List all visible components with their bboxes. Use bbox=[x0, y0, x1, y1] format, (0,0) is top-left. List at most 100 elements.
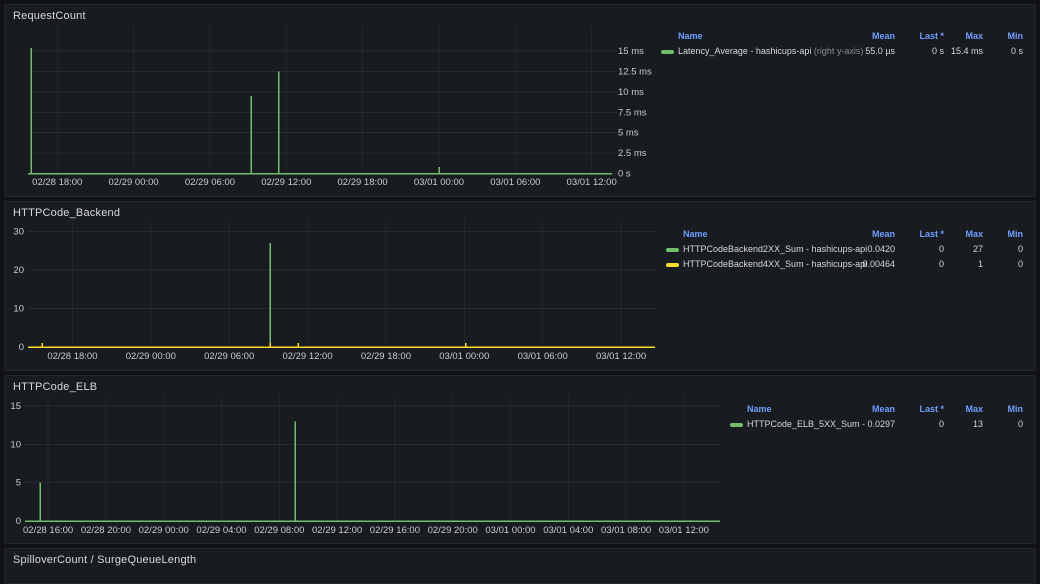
legend-value-max: 27 bbox=[972, 244, 983, 254]
panel-title[interactable]: HTTPCode_Backend bbox=[13, 207, 121, 219]
x-tick-label: 02/29 20:00 bbox=[428, 525, 478, 536]
legend-name-suffix: (right y-axis) bbox=[811, 46, 864, 56]
legend-header-row: Name Mean Last * Max Min bbox=[661, 29, 1023, 44]
series-line bbox=[25, 421, 720, 522]
x-tick-label: 02/29 18:00 bbox=[361, 351, 411, 362]
legend-value-last: 0 bbox=[938, 244, 944, 254]
x-tick-label: 02/29 06:00 bbox=[204, 351, 254, 362]
x-tick-label: 02/29 00:00 bbox=[139, 525, 189, 536]
series-line bbox=[28, 343, 655, 348]
series-color-icon bbox=[666, 262, 679, 267]
legend-value-mean: 55.0 µs bbox=[865, 46, 895, 56]
y-tick-label: 5 ms bbox=[618, 128, 639, 139]
series-line bbox=[28, 243, 655, 348]
panel-title[interactable]: RequestCount bbox=[13, 10, 86, 22]
x-tick-label: 03/01 00:00 bbox=[439, 351, 489, 362]
legend-series-row[interactable]: HTTPCode_ELB_5XX_Sum -0.0297 0 13 0 bbox=[730, 417, 1023, 432]
legend-value-mean: 0.0297 bbox=[867, 419, 895, 429]
legend-header-min: Min bbox=[1007, 31, 1024, 41]
panel-httpcode-elb: HTTPCode_ELB 0 5 10 15 02/28 16:00 02/28 20:0… bbox=[4, 375, 1036, 544]
x-tick-label: 03/01 00:00 bbox=[414, 177, 464, 188]
series-line bbox=[28, 47, 612, 175]
legend-header-name: Name bbox=[683, 229, 708, 239]
panel-title[interactable]: HTTPCode_ELB bbox=[13, 381, 98, 393]
x-tick-label: 02/28 20:00 bbox=[81, 525, 131, 536]
panel-title[interactable]: SpilloverCount / SurgeQueueLength bbox=[13, 554, 197, 566]
legend-value-min: 0 bbox=[1017, 244, 1023, 254]
httpcode-backend-legend: Name Mean Last * Max Min HTTPCodeBackend2XX_S… bbox=[666, 227, 1023, 272]
legend-series-row[interactable]: Latency_Average - hashicups-api (right y… bbox=[661, 44, 1023, 59]
x-tick-label: 02/29 12:00 bbox=[312, 525, 362, 536]
x-tick-label: 03/01 12:00 bbox=[596, 351, 646, 362]
legend-value-max: 1 bbox=[977, 259, 983, 269]
x-tick-label: 02/29 16:00 bbox=[370, 525, 420, 536]
x-tick-label: 02/29 18:00 bbox=[338, 177, 388, 188]
y-tick-label: 5 bbox=[16, 478, 21, 489]
legend-header-row: Name Mean Last * Max Min bbox=[666, 227, 1023, 242]
y-tick-label: 10 ms bbox=[618, 87, 644, 98]
legend-header-last: Last * bbox=[919, 229, 944, 239]
x-tick-label: 03/01 08:00 bbox=[601, 525, 651, 536]
x-tick-label: 02/28 18:00 bbox=[47, 351, 97, 362]
series-color-icon bbox=[666, 247, 679, 252]
legend-header-name: Name bbox=[747, 404, 772, 414]
legend-value-mean: 0.00464 bbox=[862, 259, 895, 269]
legend-value-min: 0 s bbox=[1010, 46, 1023, 56]
chart-canvas[interactable]: 0 s 2.5 ms 5 ms 7.5 ms 10 ms 12.5 ms 15 ms 02/2… bbox=[5, 5, 1035, 196]
legend-header-mean: Mean bbox=[871, 404, 895, 414]
panel-requestcount: RequestCount 0 s 2.5 ms 5 ms 7.5 ms 10 ms 12.… bbox=[4, 4, 1036, 197]
legend-series-name: Latency_Average - hashicups-api (right y… bbox=[661, 44, 863, 59]
legend-series-name: HTTPCode_ELB_5XX_Sum - bbox=[730, 417, 865, 432]
y-tick-label: 12.5 ms bbox=[618, 67, 652, 78]
legend-value-max: 15.4 ms bbox=[950, 46, 983, 56]
legend-header-max: Max bbox=[965, 404, 983, 414]
x-tick-label: 02/29 00:00 bbox=[126, 351, 176, 362]
y-tick-label: 20 bbox=[13, 265, 24, 276]
x-tick-label: 03/01 04:00 bbox=[543, 525, 593, 536]
x-tick-label: 02/29 04:00 bbox=[196, 525, 246, 536]
legend-value-last: 0 s bbox=[931, 46, 944, 56]
legend-series-row[interactable]: HTTPCodeBackend2XX_Sum - hashicups-api 0.… bbox=[666, 242, 1023, 257]
legend-header-row: Name Mean Last * Max Min bbox=[730, 402, 1023, 417]
legend-header-max: Max bbox=[965, 31, 983, 41]
panel-httpcode-backend: HTTPCode_Backend 0 10 20 30 02/28 18:00 02/29… bbox=[4, 201, 1036, 371]
httpcode-elb-legend: Name Mean Last * Max Min HTTPCode_ELB_5XX_Sum… bbox=[730, 402, 1023, 432]
y-tick-label: 7.5 ms bbox=[618, 107, 647, 118]
x-tick-label: 03/01 06:00 bbox=[490, 177, 540, 188]
y-tick-label: 0 bbox=[16, 516, 21, 527]
legend-header-mean: Mean bbox=[871, 31, 895, 41]
legend-value-mean: 0.0420 bbox=[867, 244, 895, 254]
legend-value-last: 0 bbox=[938, 259, 944, 269]
chart-canvas[interactable]: 0 5 10 15 02/28 16:00 02/28 20:00 02/29 00:00 0… bbox=[5, 376, 1035, 543]
x-tick-label: 02/28 18:00 bbox=[32, 177, 82, 188]
x-tick-label: 02/28 16:00 bbox=[23, 525, 73, 536]
x-tick-label: 02/29 12:00 bbox=[261, 177, 311, 188]
legend-header-name: Name bbox=[678, 31, 703, 41]
legend-header-min: Min bbox=[1007, 404, 1024, 414]
series-color-icon bbox=[661, 49, 674, 54]
legend-value-max: 13 bbox=[972, 419, 983, 429]
legend-series-name: HTTPCodeBackend4XX_Sum - hashicups-api bbox=[666, 257, 867, 272]
legend-value-min: 0 bbox=[1017, 419, 1023, 429]
x-tick-label: 03/01 00:00 bbox=[485, 525, 535, 536]
httpcode-elb-chart[interactable]: 0 5 10 15 02/28 16:00 02/28 20:00 02/29 00:00 0… bbox=[5, 376, 1035, 543]
legend-series-name: HTTPCodeBackend2XX_Sum - hashicups-api bbox=[666, 242, 867, 257]
httpcode-backend-chart[interactable]: 0 10 20 30 02/28 18:00 02/29 00:00 02/29 06:00… bbox=[5, 202, 1035, 370]
panel-spillovercount-surgequeuelength: SpilloverCount / SurgeQueueLength bbox=[4, 548, 1036, 584]
x-tick-label: 03/01 12:00 bbox=[659, 525, 709, 536]
legend-header-last: Last * bbox=[919, 404, 944, 414]
legend-value-last: 0 bbox=[938, 419, 944, 429]
y-tick-label: 0 s bbox=[618, 169, 631, 180]
legend-header-min: Min bbox=[1007, 229, 1024, 239]
legend-series-row[interactable]: HTTPCodeBackend4XX_Sum - hashicups-api 0.… bbox=[666, 257, 1023, 272]
requestcount-chart[interactable]: 0 s 2.5 ms 5 ms 7.5 ms 10 ms 12.5 ms 15 ms 02/2… bbox=[5, 5, 1035, 196]
y-tick-label: 2.5 ms bbox=[618, 148, 647, 159]
x-tick-label: 03/01 12:00 bbox=[567, 177, 617, 188]
legend-value-min: 0 bbox=[1017, 259, 1023, 269]
x-tick-label: 02/29 00:00 bbox=[109, 177, 159, 188]
legend-header-last: Last * bbox=[919, 31, 944, 41]
legend-header-max: Max bbox=[965, 229, 983, 239]
y-tick-label: 15 ms bbox=[618, 46, 644, 57]
